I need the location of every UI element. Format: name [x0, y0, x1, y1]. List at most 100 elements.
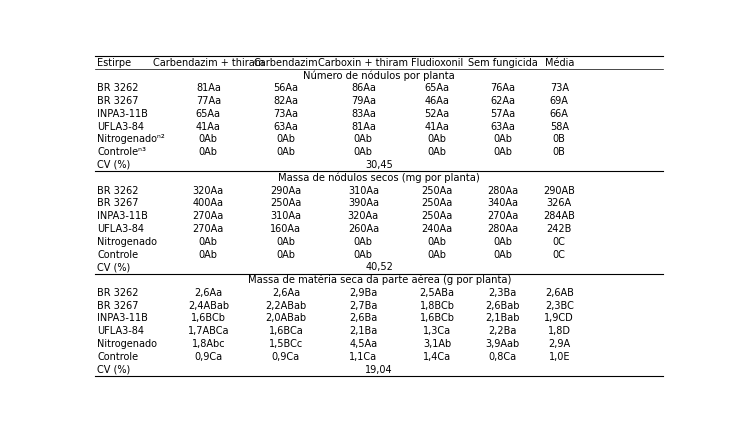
- Text: 63Aa: 63Aa: [490, 122, 515, 132]
- Text: 2,3BC: 2,3BC: [545, 300, 574, 311]
- Text: 0B: 0B: [553, 134, 565, 144]
- Text: 390Aa: 390Aa: [348, 198, 379, 208]
- Text: 2,7Ba: 2,7Ba: [349, 300, 377, 311]
- Text: 0Ab: 0Ab: [354, 147, 373, 157]
- Text: 0Ab: 0Ab: [354, 134, 373, 144]
- Text: 86Aa: 86Aa: [351, 83, 376, 93]
- Text: 400Aa: 400Aa: [193, 198, 224, 208]
- Text: Massa de matéria seca da parte aérea (g por planta): Massa de matéria seca da parte aérea (g …: [248, 275, 511, 285]
- Text: UFLA3-84: UFLA3-84: [97, 224, 144, 234]
- Text: 242B: 242B: [547, 224, 572, 234]
- Text: 2,0ABab: 2,0ABab: [266, 313, 306, 324]
- Text: 310Aa: 310Aa: [348, 186, 379, 196]
- Text: Nitrogenado: Nitrogenado: [97, 237, 157, 247]
- Text: 250Aa: 250Aa: [422, 211, 453, 221]
- Text: 1,8BCb: 1,8BCb: [420, 300, 454, 311]
- Text: 0Ab: 0Ab: [276, 250, 295, 259]
- Text: 320Aa: 320Aa: [348, 211, 379, 221]
- Text: 2,6Aa: 2,6Aa: [272, 288, 300, 298]
- Text: Carboxin + thiram: Carboxin + thiram: [318, 58, 408, 68]
- Text: 2,9Ba: 2,9Ba: [349, 288, 377, 298]
- Text: 250Aa: 250Aa: [422, 198, 453, 208]
- Text: 58A: 58A: [550, 122, 569, 132]
- Text: 1,9CD: 1,9CD: [545, 313, 574, 324]
- Text: 0Ab: 0Ab: [354, 250, 373, 259]
- Text: UFLA3-84: UFLA3-84: [97, 122, 144, 132]
- Text: 260Aa: 260Aa: [348, 224, 379, 234]
- Text: 2,1Bab: 2,1Bab: [485, 313, 519, 324]
- Text: 340Aa: 340Aa: [487, 198, 518, 208]
- Text: BR 3267: BR 3267: [97, 300, 138, 311]
- Text: BR 3262: BR 3262: [97, 186, 138, 196]
- Text: CV (%): CV (%): [97, 160, 130, 170]
- Text: 30,45: 30,45: [366, 160, 393, 170]
- Text: 57Aa: 57Aa: [490, 109, 515, 119]
- Text: 0Ab: 0Ab: [276, 237, 295, 247]
- Text: 82Aa: 82Aa: [273, 96, 298, 106]
- Text: 0Ab: 0Ab: [428, 134, 447, 144]
- Text: 0Ab: 0Ab: [199, 147, 218, 157]
- Text: 0,9Ca: 0,9Ca: [195, 352, 223, 362]
- Text: 250Aa: 250Aa: [422, 186, 453, 196]
- Text: 2,6Bab: 2,6Bab: [485, 300, 519, 311]
- Text: 41Aa: 41Aa: [196, 122, 221, 132]
- Text: 65Aa: 65Aa: [425, 83, 450, 93]
- Text: 73Aa: 73Aa: [273, 109, 298, 119]
- Text: BR 3267: BR 3267: [97, 198, 138, 208]
- Text: 1,0E: 1,0E: [548, 352, 570, 362]
- Text: 0Ab: 0Ab: [276, 147, 295, 157]
- Text: 290AB: 290AB: [543, 186, 575, 196]
- Text: 270Aa: 270Aa: [192, 211, 224, 221]
- Text: 4,5Aa: 4,5Aa: [349, 339, 377, 349]
- Text: 3,1Ab: 3,1Ab: [423, 339, 451, 349]
- Text: 0Ab: 0Ab: [428, 147, 447, 157]
- Text: 0Ab: 0Ab: [493, 250, 512, 259]
- Text: 0Ab: 0Ab: [428, 237, 447, 247]
- Text: Sem fungicida: Sem fungicida: [468, 58, 537, 68]
- Text: 2,6Aa: 2,6Aa: [195, 288, 223, 298]
- Text: 1,6BCb: 1,6BCb: [191, 313, 226, 324]
- Text: 1,6BCb: 1,6BCb: [420, 313, 454, 324]
- Text: 2,5ABa: 2,5ABa: [420, 288, 454, 298]
- Text: 83Aa: 83Aa: [351, 109, 376, 119]
- Text: 81Aa: 81Aa: [196, 83, 221, 93]
- Text: 160Aa: 160Aa: [270, 224, 301, 234]
- Text: 320Aa: 320Aa: [193, 186, 224, 196]
- Text: 76Aa: 76Aa: [490, 83, 515, 93]
- Text: 1,8D: 1,8D: [548, 326, 571, 336]
- Text: 3,9Aab: 3,9Aab: [485, 339, 519, 349]
- Text: 79Aa: 79Aa: [351, 96, 376, 106]
- Text: 0C: 0C: [553, 237, 565, 247]
- Text: 290Aa: 290Aa: [270, 186, 301, 196]
- Text: 1,5BCc: 1,5BCc: [269, 339, 303, 349]
- Text: 270Aa: 270Aa: [192, 224, 224, 234]
- Text: 0Ab: 0Ab: [493, 147, 512, 157]
- Text: 280Aa: 280Aa: [487, 186, 518, 196]
- Text: BR 3267: BR 3267: [97, 96, 138, 106]
- Text: 2,3Ba: 2,3Ba: [488, 288, 517, 298]
- Text: 0Ab: 0Ab: [493, 134, 512, 144]
- Text: 2,1Ba: 2,1Ba: [349, 326, 377, 336]
- Text: CV (%): CV (%): [97, 365, 130, 374]
- Text: 2,2Ba: 2,2Ba: [488, 326, 517, 336]
- Text: 310Aa: 310Aa: [270, 211, 301, 221]
- Text: 2,6Ba: 2,6Ba: [349, 313, 377, 324]
- Text: 1,1Ca: 1,1Ca: [349, 352, 377, 362]
- Text: Massa de nódulos secos (mg por planta): Massa de nódulos secos (mg por planta): [278, 172, 480, 183]
- Text: 1,6BCa: 1,6BCa: [269, 326, 303, 336]
- Text: 63Aa: 63Aa: [273, 122, 298, 132]
- Text: Nitrogenado: Nitrogenado: [97, 339, 157, 349]
- Text: 280Aa: 280Aa: [487, 224, 518, 234]
- Text: 1,3Ca: 1,3Ca: [423, 326, 451, 336]
- Text: 46Aa: 46Aa: [425, 96, 450, 106]
- Text: Controle: Controle: [97, 352, 138, 362]
- Text: BR 3262: BR 3262: [97, 83, 138, 93]
- Text: 2,6AB: 2,6AB: [545, 288, 574, 298]
- Text: 66A: 66A: [550, 109, 568, 119]
- Text: 284AB: 284AB: [543, 211, 575, 221]
- Text: Nitrogenadoⁿ²: Nitrogenadoⁿ²: [97, 134, 165, 144]
- Text: Média: Média: [545, 58, 574, 68]
- Text: INPA3-11B: INPA3-11B: [97, 313, 148, 324]
- Text: 326A: 326A: [547, 198, 572, 208]
- Text: 77Aa: 77Aa: [196, 96, 221, 106]
